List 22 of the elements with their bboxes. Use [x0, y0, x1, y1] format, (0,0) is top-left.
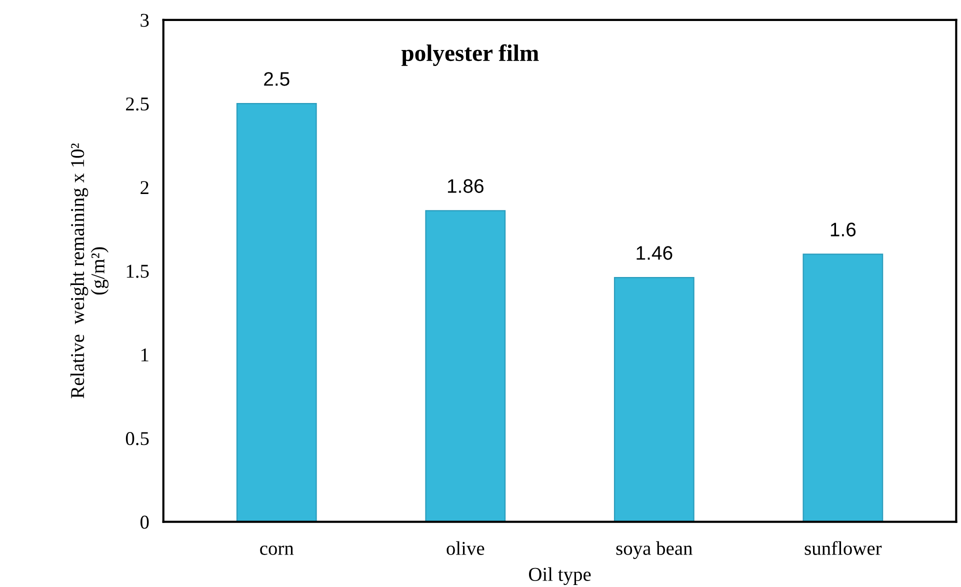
- y-tick-label: 2: [140, 181, 148, 194]
- text: polyester film: [402, 44, 539, 66]
- x-tick-label: olive: [446, 541, 484, 555]
- x-tick-label: sunflower: [804, 541, 882, 555]
- data-label: 1.6: [830, 222, 856, 236]
- bar: [425, 210, 506, 522]
- data-label: 1.86: [448, 179, 484, 193]
- y-tick-label: 1: [141, 348, 148, 362]
- data-label: 1.46: [636, 246, 672, 260]
- data-label: 2.5: [264, 72, 290, 86]
- y-tick-label: 1.5: [126, 264, 149, 278]
- y-axis-title: Relative weight remaining x 10² (g/m²): [70, 143, 109, 398]
- x-axis-title: Oil type: [528, 567, 591, 585]
- x-tick-label: soya bean: [616, 541, 692, 559]
- x-tick-label: corn: [260, 546, 294, 555]
- y-tick-label: 0: [140, 516, 149, 529]
- bar: [236, 103, 317, 522]
- y-tick-label: 0.5: [126, 432, 149, 446]
- y-tick-label: 3: [140, 14, 149, 27]
- bar: [614, 277, 694, 522]
- bar: [802, 254, 884, 522]
- y-tick-label: 2.5: [126, 97, 149, 111]
